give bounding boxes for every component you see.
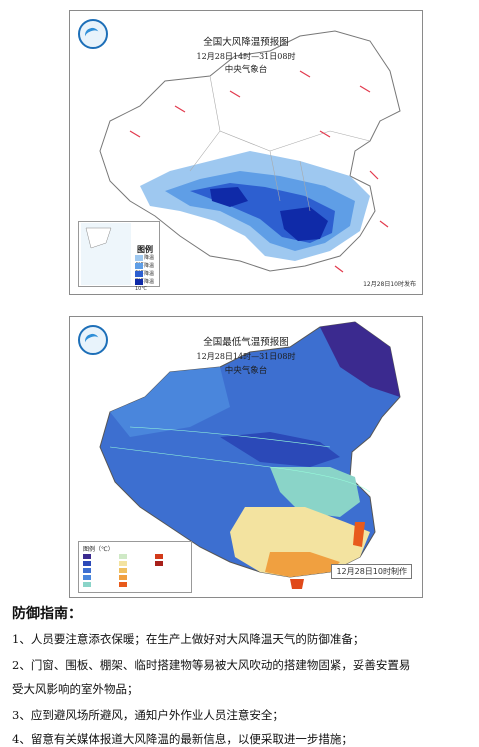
china-map-cooling [70,11,422,294]
map2-period: 12月28日14时—31日08时 [196,352,296,361]
map1-period: 12月28日14时—31日08时 [196,52,296,61]
map2-issue-stamp: 12月28日10时制作 [331,564,412,579]
map2-legend: 图例（℃） [78,541,192,593]
legend-row: 降温8℃ [135,270,157,284]
legend-row: 降温10℃ [135,278,155,292]
map1-issuer: 中央气象台 [224,65,268,75]
map2-legend-title: 图例（℃） [83,546,114,553]
map1-legend: 图例 降温4℃ 降温6℃ 降温8℃ 降温10℃ [78,221,160,292]
map2-issuer: 中央气象台 [224,366,268,376]
cma-logo-icon [78,325,108,355]
map1-issue-stamp: 12月28日10时发布 [363,281,416,288]
guide-item: 3、应到避风场所避风，通知户外作业人员注意安全； [12,708,284,722]
map1-title: 全国大风降温预报图 [203,37,289,48]
min-temperature-forecast-map: 全国最低气温预报图 12月28日14时—31日08时 中央气象台 图例（℃） 1… [69,316,423,598]
guide-item: 2、门窗、围板、棚架、临时搭建物等易被大风吹动的搭建物固紧，妥善安置易 [12,658,411,672]
guide-item: 4、留意有关媒体报道大风降温的最新信息，以便采取进一步措施； [12,732,353,746]
south-china-sea-inset [81,223,131,285]
map1-legend-title: 图例 [137,245,153,254]
legend-row: 降温6℃ [135,262,157,276]
guide-item: 1、人员要注意添衣保暖；在生产上做好对大风降温天气的防御准备； [12,632,365,646]
guide-item-continuation: 受大风影响的室外物品； [12,682,139,696]
cma-logo-icon [78,19,108,49]
wind-cooling-forecast-map: 全国大风降温预报图 12月28日14时—31日08时 中央气象台 图例 降温4℃… [69,10,423,295]
legend-row: 降温4℃ [135,254,157,268]
map2-title: 全国最低气温预报图 [203,337,289,348]
guide-title: 防御指南： [12,606,82,622]
